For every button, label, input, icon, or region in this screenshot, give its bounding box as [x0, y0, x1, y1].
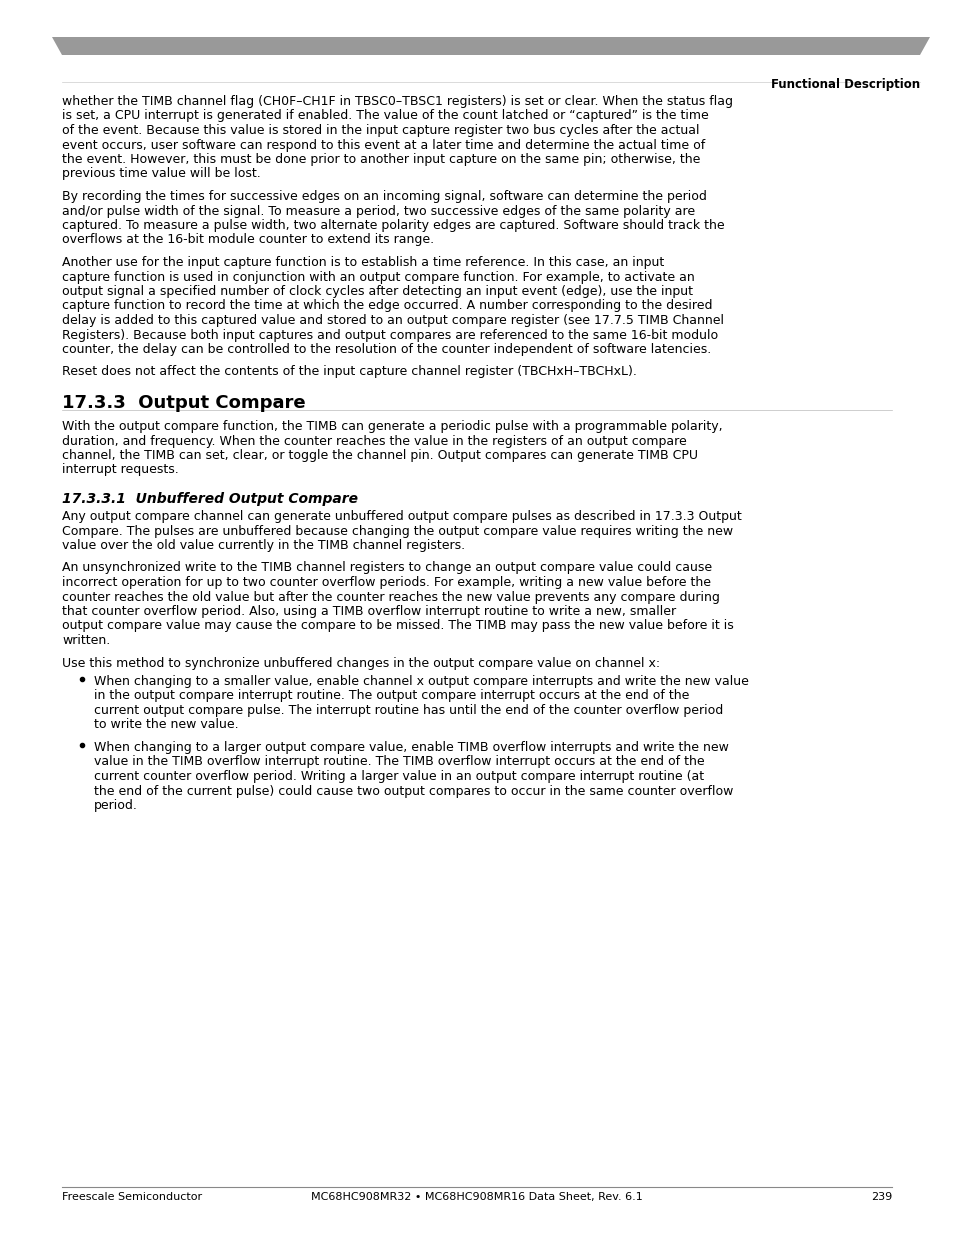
Text: 17.3.3  Output Compare: 17.3.3 Output Compare — [62, 394, 305, 412]
Text: capture function is used in conjunction with an output compare function. For exa: capture function is used in conjunction … — [62, 270, 694, 284]
Text: Reset does not affect the contents of the input capture channel register (TBCHxH: Reset does not affect the contents of th… — [62, 366, 637, 378]
Text: of the event. Because this value is stored in the input capture register two bus: of the event. Because this value is stor… — [62, 124, 699, 137]
Text: value in the TIMB overflow interrupt routine. The TIMB overflow interrupt occurs: value in the TIMB overflow interrupt rou… — [94, 756, 704, 768]
Text: When changing to a larger output compare value, enable TIMB overflow interrupts : When changing to a larger output compare… — [94, 741, 728, 755]
Text: previous time value will be lost.: previous time value will be lost. — [62, 168, 260, 180]
Text: channel, the TIMB can set, clear, or toggle the channel pin. Output compares can: channel, the TIMB can set, clear, or tog… — [62, 450, 698, 462]
Text: Compare. The pulses are unbuffered because changing the output compare value req: Compare. The pulses are unbuffered becau… — [62, 525, 732, 537]
Text: captured. To measure a pulse width, two alternate polarity edges are captured. S: captured. To measure a pulse width, two … — [62, 219, 724, 232]
Text: is set, a CPU interrupt is generated if enabled. The value of the count latched : is set, a CPU interrupt is generated if … — [62, 110, 708, 122]
Text: Any output compare channel can generate unbuffered output compare pulses as desc: Any output compare channel can generate … — [62, 510, 741, 522]
Text: in the output compare interrupt routine. The output compare interrupt occurs at : in the output compare interrupt routine.… — [94, 689, 689, 703]
Text: 239: 239 — [870, 1192, 891, 1202]
Text: output signal a specified number of clock cycles after detecting an input event : output signal a specified number of cloc… — [62, 285, 692, 298]
Text: counter reaches the old value but after the counter reaches the new value preven: counter reaches the old value but after … — [62, 590, 720, 604]
Text: output compare value may cause the compare to be missed. The TIMB may pass the n: output compare value may cause the compa… — [62, 620, 733, 632]
Text: By recording the times for successive edges on an incoming signal, software can : By recording the times for successive ed… — [62, 190, 706, 203]
Text: to write the new value.: to write the new value. — [94, 719, 238, 731]
Text: current output compare pulse. The interrupt routine has until the end of the cou: current output compare pulse. The interr… — [94, 704, 722, 718]
Text: An unsynchronized write to the TIMB channel registers to change an output compar: An unsynchronized write to the TIMB chan… — [62, 562, 711, 574]
Text: Use this method to synchronize unbuffered changes in the output compare value on: Use this method to synchronize unbuffere… — [62, 657, 659, 669]
Text: Functional Description: Functional Description — [770, 78, 919, 91]
Text: current counter overflow period. Writing a larger value in an output compare int: current counter overflow period. Writing… — [94, 769, 703, 783]
Text: Another use for the input capture function is to establish a time reference. In : Another use for the input capture functi… — [62, 256, 663, 269]
Text: With the output compare function, the TIMB can generate a periodic pulse with a : With the output compare function, the TI… — [62, 420, 721, 433]
Text: overflows at the 16-bit module counter to extend its range.: overflows at the 16-bit module counter t… — [62, 233, 434, 247]
Text: MC68HC908MR32 • MC68HC908MR16 Data Sheet, Rev. 6.1: MC68HC908MR32 • MC68HC908MR16 Data Sheet… — [311, 1192, 642, 1202]
Text: incorrect operation for up to two counter overflow periods. For example, writing: incorrect operation for up to two counte… — [62, 576, 710, 589]
Text: counter, the delay can be controlled to the resolution of the counter independen: counter, the delay can be controlled to … — [62, 343, 711, 356]
Text: event occurs, user software can respond to this event at a later time and determ: event occurs, user software can respond … — [62, 138, 704, 152]
Text: written.: written. — [62, 634, 111, 647]
Text: and/or pulse width of the signal. To measure a period, two successive edges of t: and/or pulse width of the signal. To mea… — [62, 205, 695, 217]
Polygon shape — [52, 37, 929, 56]
Text: value over the old value currently in the TIMB channel registers.: value over the old value currently in th… — [62, 538, 465, 552]
Text: capture function to record the time at which the edge occurred. A number corresp: capture function to record the time at w… — [62, 300, 712, 312]
Text: the end of the current pulse) could cause two output compares to occur in the sa: the end of the current pulse) could caus… — [94, 784, 733, 798]
Text: delay is added to this captured value and stored to an output compare register (: delay is added to this captured value an… — [62, 314, 723, 327]
Text: duration, and frequency. When the counter reaches the value in the registers of : duration, and frequency. When the counte… — [62, 435, 686, 447]
Text: whether the TIMB channel flag (CH0F–CH1F in TBSC0–TBSC1 registers) is set or cle: whether the TIMB channel flag (CH0F–CH1F… — [62, 95, 732, 107]
Text: Freescale Semiconductor: Freescale Semiconductor — [62, 1192, 202, 1202]
Text: Registers). Because both input captures and output compares are referenced to th: Registers). Because both input captures … — [62, 329, 718, 342]
Text: the event. However, this must be done prior to another input capture on the same: the event. However, this must be done pr… — [62, 153, 700, 165]
Text: that counter overflow period. Also, using a TIMB overflow interrupt routine to w: that counter overflow period. Also, usin… — [62, 605, 676, 618]
Text: period.: period. — [94, 799, 138, 811]
Text: When changing to a smaller value, enable channel x output compare interrupts and: When changing to a smaller value, enable… — [94, 676, 748, 688]
Text: interrupt requests.: interrupt requests. — [62, 463, 178, 477]
Text: 17.3.3.1  Unbuffered Output Compare: 17.3.3.1 Unbuffered Output Compare — [62, 492, 357, 506]
